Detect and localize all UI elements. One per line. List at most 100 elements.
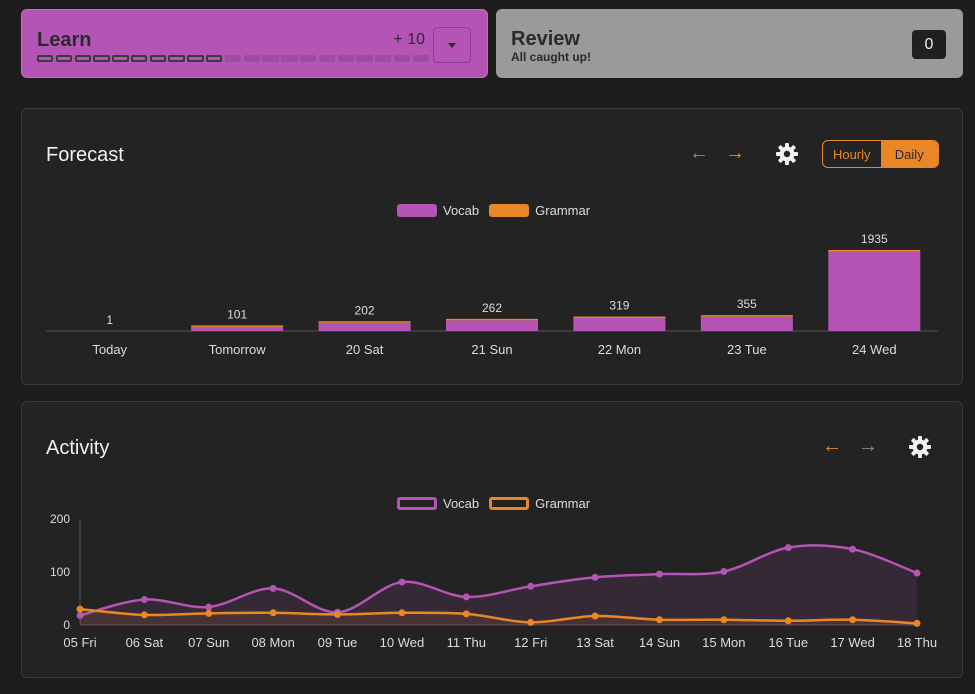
- vocab-point: [527, 582, 535, 590]
- vocab-point: [784, 544, 792, 552]
- progress-segment: [318, 55, 336, 62]
- vocab-swatch: [397, 497, 437, 510]
- bar-vocab: [446, 320, 538, 331]
- progress-segment: [187, 55, 204, 62]
- grammar-point: [76, 605, 84, 613]
- y-tick-label: 0: [63, 618, 70, 632]
- forecast-next-arrow-icon[interactable]: →: [725, 142, 745, 164]
- legend-vocab-label: Vocab: [443, 496, 480, 511]
- progress-segment: [149, 55, 167, 62]
- progress-segment: [74, 55, 91, 62]
- bar-vocab: [573, 318, 666, 331]
- progress-segment: [299, 55, 317, 62]
- forecast-panel: Forecast ← → Hourly Daily Vocab Grammar …: [21, 108, 963, 385]
- progress-segment: [55, 55, 73, 62]
- x-tick-label: 24 Wed: [852, 342, 897, 357]
- review-count-badge: 0: [912, 30, 946, 59]
- bar-vocab: [828, 251, 921, 331]
- vocab-area: [80, 545, 917, 625]
- grammar-swatch: [489, 497, 530, 510]
- progress-segment: [337, 55, 354, 62]
- grammar-point: [591, 612, 599, 620]
- grammar-point: [462, 610, 470, 618]
- bar-grammar: [318, 321, 411, 323]
- activity-prev-arrow-icon[interactable]: ←: [822, 435, 842, 457]
- bar-value-label: 202: [355, 303, 375, 317]
- x-tick-label: 18 Thu: [897, 635, 937, 650]
- grammar-area: [80, 609, 917, 625]
- forecast-chart: 1 Today 101 Tomorrow 202 20 Sat 262 21 Sun 319 22…: [46, 232, 938, 357]
- vocab-point: [849, 545, 857, 553]
- bar-vocab: [318, 322, 411, 331]
- x-tick-label: 22 Mon: [598, 342, 641, 357]
- vocab-point: [76, 611, 84, 619]
- bar-value-label: 101: [227, 307, 247, 321]
- y-tick-label: 200: [50, 512, 70, 526]
- bar-grammar: [191, 325, 284, 327]
- legend-grammar-label: Grammar: [535, 496, 591, 511]
- x-tick-label: 08 Mon: [251, 635, 294, 650]
- progress-segment: [281, 55, 298, 62]
- legend-item-grammar[interactable]: Grammar: [489, 203, 590, 218]
- x-tick-label: 13 Sat: [576, 635, 614, 650]
- x-tick-label: Today: [92, 342, 127, 357]
- vocab-point: [140, 596, 148, 604]
- legend-item-grammar[interactable]: Grammar: [489, 496, 590, 511]
- grammar-point: [655, 616, 663, 624]
- x-tick-label: 05 Fri: [63, 635, 96, 650]
- grammar-line: [79, 607, 918, 625]
- vocab-point: [462, 593, 470, 601]
- x-tick-label: 06 Sat: [126, 635, 164, 650]
- grammar-point: [913, 619, 921, 627]
- legend-vocab-label: Vocab: [443, 203, 480, 218]
- legend-item-vocab[interactable]: Vocab: [397, 203, 479, 218]
- progress-segment: [356, 55, 373, 62]
- vocab-point: [913, 569, 921, 577]
- x-tick-label: 15 Mon: [702, 635, 745, 650]
- activity-settings-gear-icon[interactable]: [908, 435, 932, 459]
- activity-panel: Activity ← → Vocab Grammar 0 100 200 05 Fri…: [21, 401, 963, 678]
- toggle-hourly[interactable]: Hourly: [832, 146, 871, 162]
- learn-progress-bar: [37, 55, 430, 62]
- grammar-point: [334, 610, 342, 618]
- forecast-range-toggle[interactable]: Hourly Daily: [822, 140, 939, 168]
- chevron-down-icon: [448, 42, 456, 48]
- bar-value-label: 355: [737, 297, 757, 311]
- review-card[interactable]: Review All caught up! 0: [496, 9, 963, 78]
- forecast-prev-arrow-icon[interactable]: ←: [689, 142, 709, 164]
- activity-title: Activity: [46, 437, 110, 459]
- vocab-point: [269, 584, 277, 592]
- vocab-swatch: [397, 204, 437, 217]
- vocab-line: [79, 544, 918, 617]
- activity-next-arrow-icon[interactable]: →: [858, 435, 878, 457]
- forecast-settings-gear-icon[interactable]: [775, 142, 799, 166]
- bar-value-label: 1: [106, 313, 113, 327]
- progress-segment: [412, 55, 430, 62]
- grammar-point: [205, 609, 213, 617]
- legend-item-vocab[interactable]: Vocab: [397, 496, 479, 511]
- grammar-point: [720, 616, 728, 624]
- progress-segment: [130, 55, 148, 62]
- progress-segment: [112, 55, 129, 62]
- bar-value-label: 1935: [861, 232, 888, 246]
- learn-card[interactable]: Learn + 10: [21, 9, 488, 78]
- grammar-point: [784, 617, 792, 625]
- review-subtitle: All caught up!: [511, 50, 591, 64]
- progress-segment: [224, 55, 242, 62]
- progress-segment: [93, 55, 110, 62]
- x-tick-label: 11 Thu: [447, 635, 486, 650]
- review-title: Review: [511, 28, 580, 50]
- learn-count: + 10: [393, 31, 425, 48]
- toggle-daily[interactable]: Daily: [880, 141, 938, 167]
- progress-segment: [37, 55, 54, 62]
- x-tick-label: 16 Tue: [768, 635, 808, 650]
- x-tick-label: 09 Tue: [318, 635, 358, 650]
- bar-grammar: [700, 315, 793, 317]
- grammar-point: [269, 609, 277, 617]
- bar-grammar: [828, 249, 921, 252]
- vocab-point: [205, 603, 213, 611]
- learn-dropdown-button[interactable]: [433, 27, 471, 63]
- grammar-swatch: [489, 204, 530, 217]
- y-tick-label: 100: [50, 565, 70, 579]
- x-tick-label: 10 Wed: [380, 635, 425, 650]
